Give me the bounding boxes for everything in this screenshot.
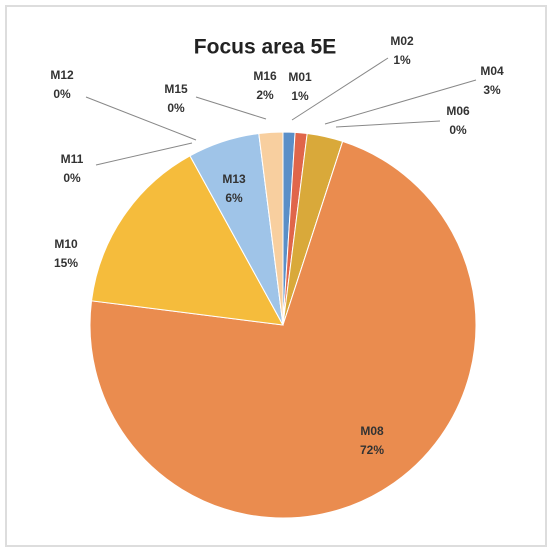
slice-label-name: M01 xyxy=(288,70,312,84)
slice-label-value: 2% xyxy=(256,88,274,102)
slice-label-value: 0% xyxy=(167,101,185,115)
leader-line xyxy=(291,57,389,121)
pie-slice xyxy=(90,155,284,326)
slice-label-name: M08 xyxy=(360,424,384,438)
leader-line xyxy=(335,120,441,128)
slice-label-name: M06 xyxy=(446,104,470,118)
leader-line xyxy=(324,79,477,125)
slice-label-value: 1% xyxy=(393,53,411,67)
slice-label-value: 0% xyxy=(53,87,71,101)
slice-label-name: M15 xyxy=(164,82,188,96)
slice-label-value: 0% xyxy=(63,171,81,185)
slice-label-name: M13 xyxy=(222,172,246,186)
leader-line xyxy=(95,142,193,166)
slice-label-value: 0% xyxy=(449,123,467,137)
slice-label-value: 1% xyxy=(291,89,309,103)
slice-label-name: M04 xyxy=(480,64,504,78)
slice-label-name: M12 xyxy=(50,68,74,82)
slice-label-name: M10 xyxy=(54,237,78,251)
slice-label-value: 72% xyxy=(360,443,384,457)
slice-label-name: M16 xyxy=(253,69,277,83)
pie-slice xyxy=(258,131,284,326)
pie-slice xyxy=(89,140,477,519)
slice-label-name: M11 xyxy=(61,152,84,166)
leader-line xyxy=(85,96,197,141)
slice-label-name: M02 xyxy=(390,34,414,48)
chart-title: Focus area 5E xyxy=(194,36,336,59)
slice-label-value: 6% xyxy=(225,191,243,205)
slice-label-value: 3% xyxy=(483,83,501,97)
leader-line xyxy=(195,96,267,120)
slice-label-value: 15% xyxy=(54,256,78,270)
